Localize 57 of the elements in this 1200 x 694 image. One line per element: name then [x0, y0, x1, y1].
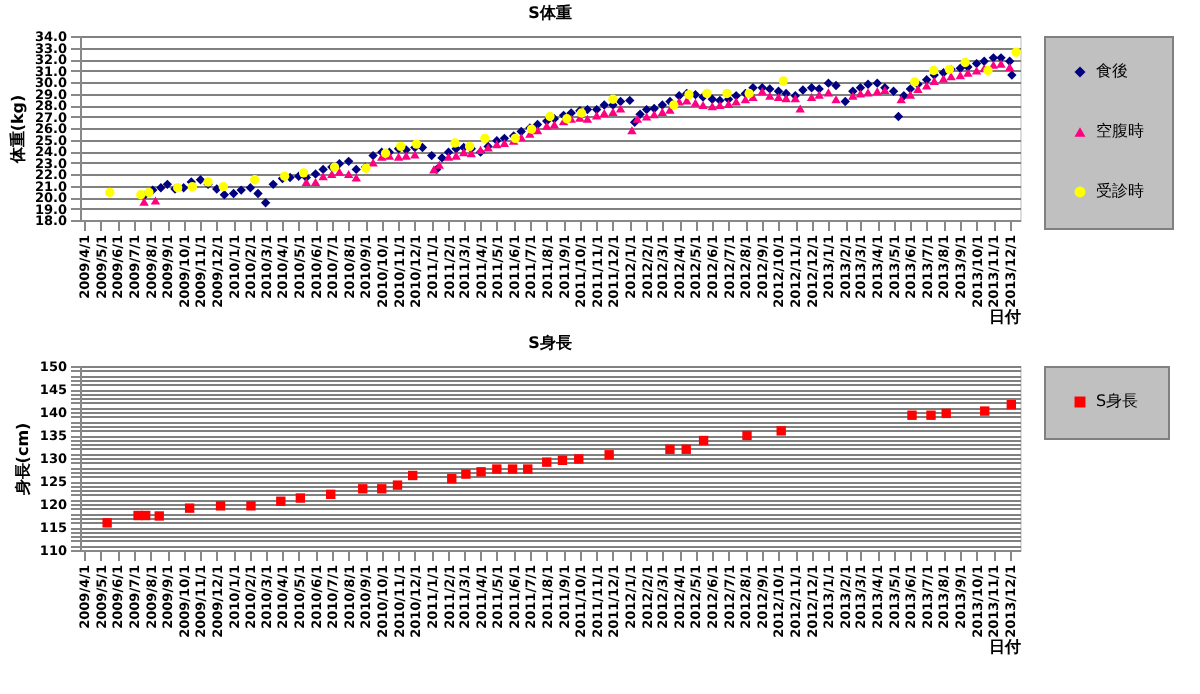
point	[542, 457, 552, 467]
x-axis-title: 日付	[989, 307, 1021, 326]
point	[187, 181, 198, 192]
point	[776, 426, 786, 436]
point	[523, 464, 533, 474]
point	[184, 503, 195, 513]
point	[545, 111, 555, 122]
chart-title: S体重	[528, 4, 572, 22]
point	[392, 480, 403, 490]
point	[450, 138, 460, 148]
legend-label: 受診時	[1096, 182, 1144, 200]
point	[102, 518, 112, 528]
legend-label: S身長	[1096, 392, 1139, 410]
point	[358, 484, 368, 494]
point	[295, 493, 306, 503]
point	[492, 464, 502, 474]
point	[408, 470, 418, 481]
point	[326, 489, 336, 500]
point	[1006, 399, 1017, 410]
point	[105, 187, 115, 198]
point	[681, 444, 691, 454]
point	[377, 484, 387, 494]
chart-title: S身長	[528, 334, 572, 352]
point	[907, 410, 917, 420]
point	[941, 408, 951, 419]
point	[218, 181, 228, 192]
point	[608, 94, 618, 104]
point	[742, 430, 752, 441]
point	[140, 510, 151, 521]
point	[926, 410, 936, 420]
legend-label: 食後	[1096, 62, 1128, 80]
point	[476, 467, 486, 477]
point	[246, 501, 256, 511]
point	[778, 76, 789, 86]
point	[929, 65, 939, 76]
legend-label: 空腹時	[1096, 122, 1144, 140]
point	[1011, 47, 1021, 57]
point	[960, 57, 970, 68]
point	[154, 511, 164, 521]
point	[698, 435, 709, 446]
point	[276, 496, 286, 506]
y-axis-title: 体重(kg)	[8, 94, 27, 166]
point	[665, 444, 675, 454]
point	[480, 133, 490, 144]
y-axis-title: 身長(cm)	[13, 422, 32, 498]
point	[447, 474, 457, 484]
point	[574, 454, 584, 464]
point	[461, 469, 471, 479]
point	[557, 455, 568, 465]
point	[298, 168, 309, 178]
x-axis-title: 日付	[989, 637, 1021, 656]
point	[722, 88, 732, 99]
point	[215, 501, 226, 511]
point	[980, 406, 990, 416]
point	[604, 450, 614, 460]
point	[250, 175, 260, 185]
point	[507, 464, 518, 474]
